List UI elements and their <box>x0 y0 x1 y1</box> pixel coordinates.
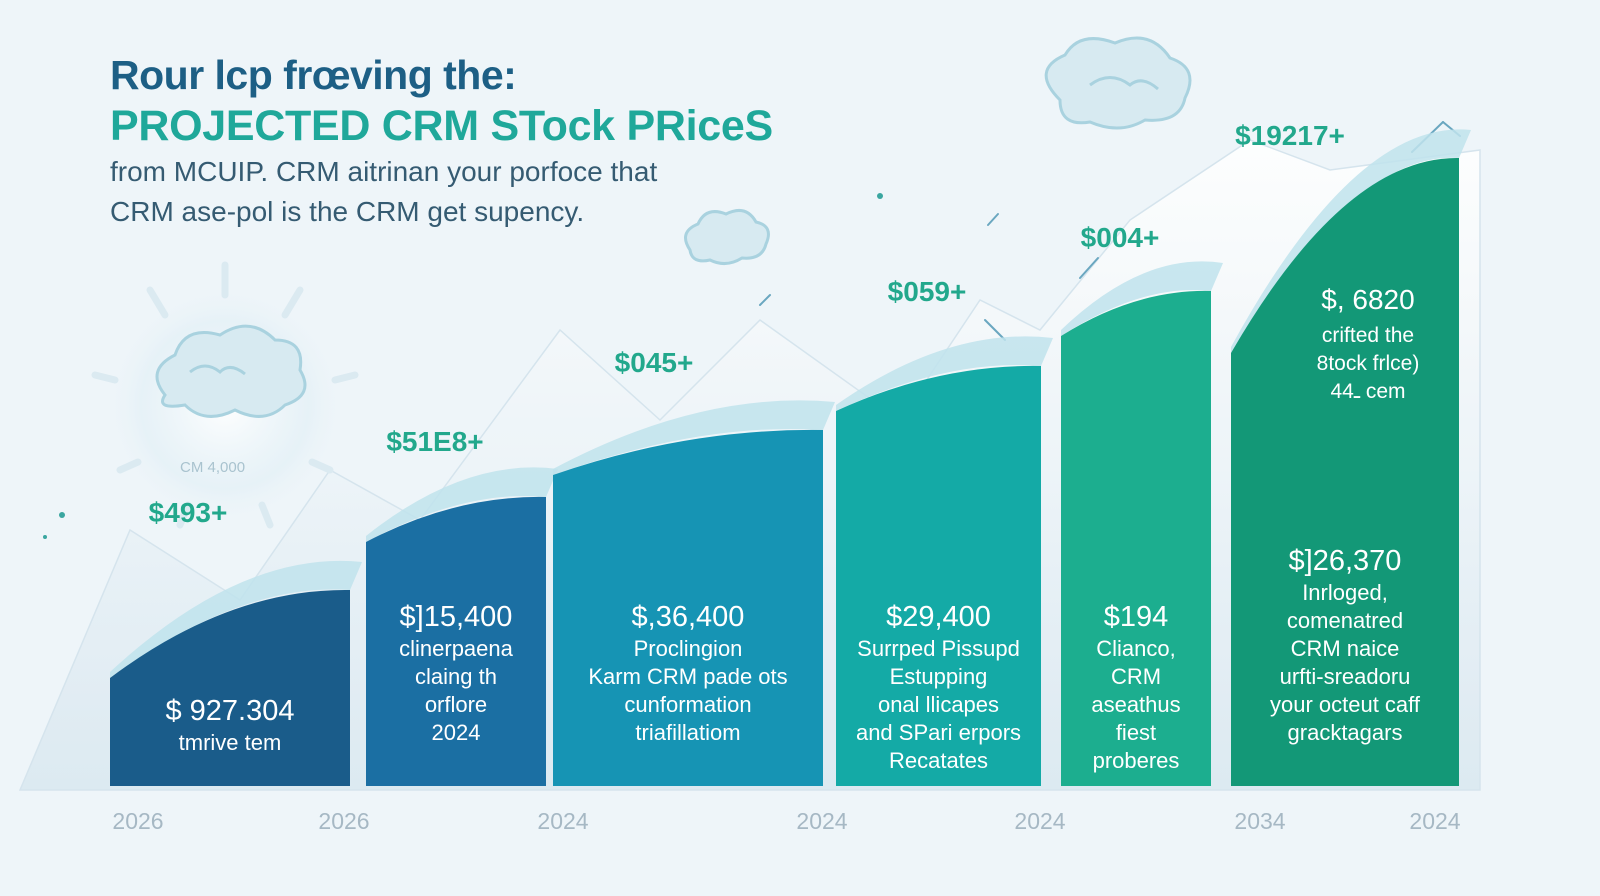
x-tick-label: 2026 <box>112 808 163 834</box>
bar-caption-line: urfti-sreadoru <box>1280 664 1411 689</box>
bar-caption-line: Inrloged, <box>1302 580 1388 605</box>
bar-caption-line: comenatred <box>1287 608 1403 633</box>
bar-swoosh <box>553 400 835 475</box>
top-label: $493+ <box>149 497 228 528</box>
bar-caption-line: onal llicapes <box>878 692 999 717</box>
bar-6 <box>1231 157 1459 786</box>
top-label: $045+ <box>615 347 694 378</box>
highlight-caption-line: 8tock frlce) <box>1317 352 1420 375</box>
bar-caption-line: gracktagars <box>1288 720 1403 745</box>
subtitle-line-1: from MCUIP. CRM aitrinan your porfoce th… <box>110 156 658 187</box>
cloud-icon <box>155 324 307 418</box>
x-tick-label: 2024 <box>1014 808 1065 834</box>
bar-value: $]26,370 <box>1289 545 1402 577</box>
bar-caption-line: claing th <box>415 664 497 689</box>
bar-3 <box>553 429 823 786</box>
bar-4 <box>836 365 1041 786</box>
bar-caption-line: tmrive tem <box>179 730 282 755</box>
bar-caption-line: orflore <box>425 692 487 717</box>
x-tick-label: 2034 <box>1234 808 1285 834</box>
bar-caption-line: Karm CRM pade ots <box>588 664 787 689</box>
subtitle-line-2: CRM ase-pol is the CRM get supency. <box>110 196 585 227</box>
bar-5 <box>1061 290 1211 786</box>
chart-layer: $ 927.304 tmrive tem $]15,400 clinerpaena cl… <box>110 120 1471 834</box>
cloud-icon <box>684 208 770 265</box>
top-label: $059+ <box>888 276 967 307</box>
bar-caption-line: 2024 <box>432 720 481 745</box>
bar-caption-line: Clianco, <box>1096 636 1175 661</box>
cloud-icon <box>1044 36 1192 130</box>
bar-swoosh <box>110 560 362 678</box>
top-label: $19217+ <box>1235 120 1345 151</box>
glow-label: CM 4,000 <box>180 459 246 476</box>
bar-caption-line: triafillatiom <box>635 720 740 745</box>
bar-caption-line: Surrped Pissupd <box>857 636 1020 661</box>
x-tick-label: 2026 <box>318 808 369 834</box>
bar-2 <box>366 496 546 786</box>
highlight-caption-line: crifted the <box>1322 324 1414 347</box>
bar-value: $,36,400 <box>632 601 745 633</box>
bar-caption-line: clinerpaena <box>399 636 514 661</box>
bar-value: $]15,400 <box>400 601 513 633</box>
title-line-1: Rour lcp frœving the: <box>110 52 517 98</box>
bar-1 <box>110 589 350 786</box>
bar-caption-line: proberes <box>1093 748 1180 773</box>
bar-caption-line: CRM <box>1111 664 1161 689</box>
bar-swoosh <box>836 336 1053 411</box>
bar-caption-line: Estupping <box>890 664 988 689</box>
bar-swoosh <box>1061 261 1223 336</box>
bar-caption-line: fiest <box>1116 720 1156 745</box>
page-title: PROJECTED CRM STock PRiceS <box>110 102 773 150</box>
bar-value: $29,400 <box>886 601 991 633</box>
highlight-caption-line: 4ـ4 cem <box>1330 380 1405 403</box>
bar-swoosh <box>1231 129 1471 353</box>
x-tick-label: 2024 <box>1409 808 1460 834</box>
x-tick-label: 2024 <box>796 808 847 834</box>
bar-caption-line: Proclingion <box>634 636 743 661</box>
bar-caption-line: CRM naice <box>1291 636 1400 661</box>
bar-caption-line: your octeut caff <box>1270 692 1421 717</box>
x-tick-label: 2024 <box>537 808 588 834</box>
bar-caption-line: aseathus <box>1091 692 1180 717</box>
top-label: $004+ <box>1081 222 1160 253</box>
top-label: $51E8+ <box>386 426 483 457</box>
bar-swoosh <box>366 467 558 542</box>
bar-caption-line: Recatates <box>889 748 988 773</box>
bar-caption-line: cunformation <box>624 692 751 717</box>
bar-value: $ 927.304 <box>165 695 294 727</box>
highlight-value: $, 6820 <box>1321 284 1414 315</box>
sparkle-icon <box>43 193 883 539</box>
bar-value: $194 <box>1104 601 1169 633</box>
bar-caption-line: and SPari erpors <box>856 720 1021 745</box>
